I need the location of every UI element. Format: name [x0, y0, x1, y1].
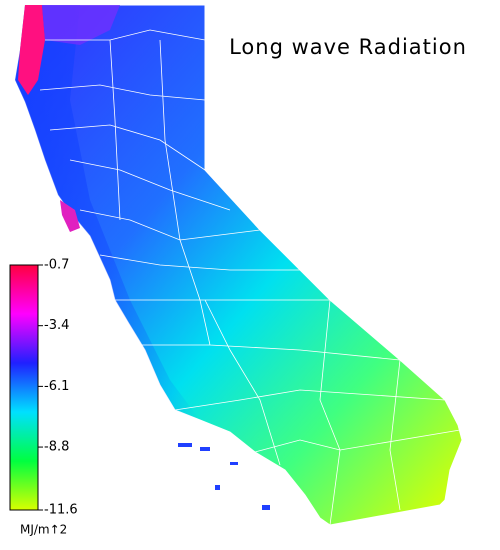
coastal-band [15, 5, 200, 420]
colorbar-tick-label: -8.8 [44, 440, 69, 455]
colorbar-scale [9, 264, 39, 511]
channel-islands [178, 443, 270, 510]
bay-area-high [60, 200, 80, 232]
colorbar-unit: MJ/m↑2 [20, 523, 67, 537]
colorbar-tick-label: -11.6 [44, 503, 78, 518]
state-outline [14, 4, 463, 526]
colorbar-tick-label: -3.4 [44, 318, 69, 333]
california-map [14, 4, 463, 526]
north-purple [42, 5, 120, 45]
county-lines [39, 29, 461, 526]
colorbar: MJ/m↑2 -0.7 -3.4 -6.1 -8.8 -11.6 [9, 258, 78, 537]
north-coast-high [18, 5, 45, 95]
colorbar-tick-label: -6.1 [44, 379, 69, 394]
colorbar-tick-label: -0.7 [44, 258, 69, 273]
map-title: Long wave Radiation [229, 35, 467, 59]
